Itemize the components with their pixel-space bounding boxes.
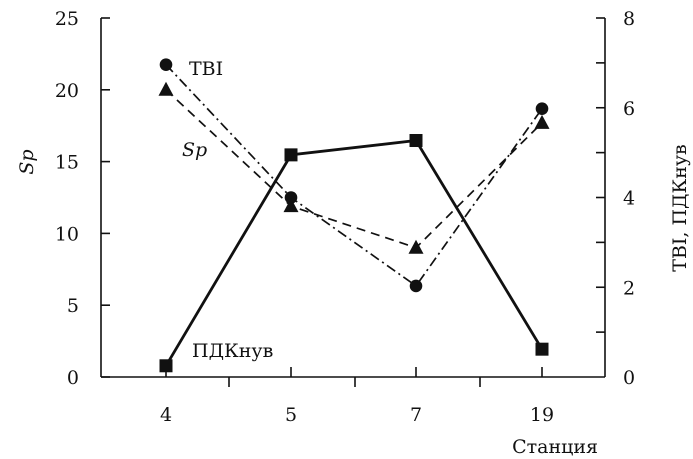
series-label-Sp: Sp [182, 139, 207, 161]
series-label-ПДКнув: ПДКнув [192, 340, 273, 362]
series-lines [164, 64, 544, 367]
series-label-TBI: TBI [189, 58, 223, 80]
y-left-tick-label: 20 [55, 80, 79, 102]
x-axis-title: Станция [512, 436, 598, 458]
y-left-tick-label: 25 [55, 8, 79, 30]
series-line-Sp [165, 89, 543, 249]
y-right-tick-label: 8 [623, 8, 635, 30]
data-point-circle [284, 191, 298, 204]
y-right-tick-label: 0 [623, 367, 635, 389]
labels: Станция Sp TBI, ПДКнув ПДКнув TBI Sp [16, 58, 691, 458]
x-tick-label: 7 [410, 404, 422, 426]
data-point-triangle [283, 198, 299, 213]
data-point-circle [159, 58, 173, 71]
series-markers [158, 58, 550, 373]
y-right-tick-label: 6 [623, 98, 635, 120]
y-left-tick-label: 0 [67, 367, 79, 389]
data-point-triangle [534, 114, 550, 129]
y-right-tick-label: 2 [623, 277, 635, 299]
x-tick-label: 4 [160, 404, 172, 426]
data-point-square [284, 148, 298, 162]
y-left-tick-label: 5 [67, 295, 79, 317]
data-point-triangle [158, 81, 174, 96]
data-point-square [535, 342, 549, 356]
y-left-tick-label: 15 [55, 152, 79, 174]
y-axis-right-title: TBI, ПДКнув [669, 144, 691, 271]
y-axis-left-title: Sp [16, 149, 38, 174]
data-point-triangle [408, 239, 424, 254]
series-line-ПДКнув [164, 139, 544, 367]
y-right-tick-label: 4 [623, 188, 635, 210]
data-point-circle [535, 102, 549, 115]
axes: 0 5 10 15 20 25 0 2 4 6 8 4 5 7 19 [55, 8, 635, 426]
data-point-circle [409, 279, 423, 293]
data-point-square [409, 134, 423, 148]
x-tick-label: 19 [530, 404, 554, 426]
data-point-square [159, 359, 173, 373]
x-tick-label: 5 [285, 404, 297, 426]
series-line-TBI [165, 64, 543, 288]
y-left-tick-label: 10 [55, 223, 79, 245]
